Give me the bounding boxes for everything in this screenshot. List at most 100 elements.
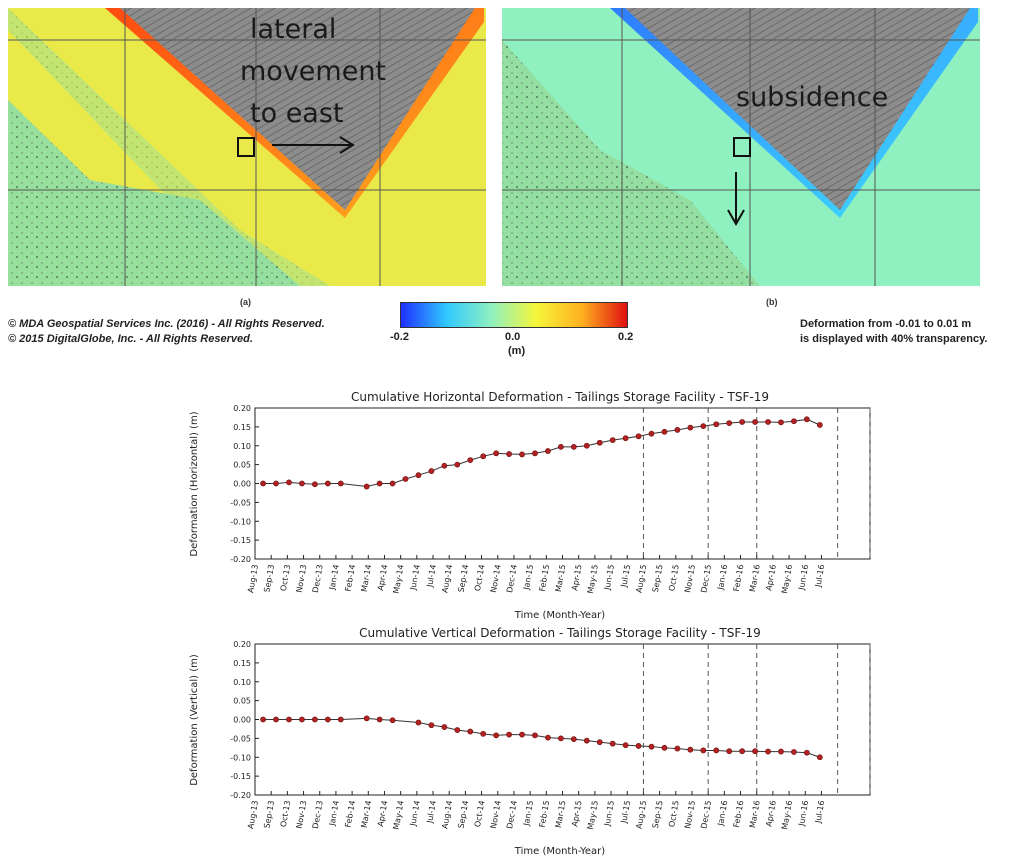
x-tick-label: Feb-16	[732, 564, 746, 592]
data-point	[622, 435, 629, 442]
x-tick-label: Dec-14	[505, 564, 519, 594]
x-tick-label: Oct-13	[279, 564, 293, 592]
data-point	[273, 716, 279, 723]
x-tick-label: Jul-14	[425, 564, 438, 589]
colorbar	[400, 302, 628, 328]
data-point	[376, 716, 383, 723]
map-b-annotation: subsidence	[736, 82, 888, 113]
x-tick-label: Nov-15	[683, 564, 697, 594]
data-point	[596, 439, 603, 446]
deformation-maps: lateral movement to east subsidence	[8, 8, 980, 286]
data-point	[726, 420, 733, 426]
data-point	[299, 716, 305, 723]
colorbar-unit-label: (m)	[508, 345, 526, 357]
x-tick-label: Oct-13	[279, 800, 293, 828]
transparency-note-line-2: is displayed with 40% transparency.	[800, 333, 988, 345]
vertical-deformation-chart: Cumulative Vertical Deformation - Tailin…	[189, 626, 871, 857]
plot-frame	[254, 643, 871, 796]
chart-title: Cumulative Horizontal Deformation - Tail…	[351, 390, 769, 404]
y-tick-label: 0.00	[233, 716, 251, 725]
colorbar-max-label: 0.2	[618, 331, 634, 343]
data-point	[415, 719, 422, 726]
y-tick-label: -0.15	[230, 536, 251, 545]
x-tick-label: Aug-15	[635, 800, 649, 830]
map-a-panel-label: (a)	[240, 297, 251, 307]
data-point	[363, 715, 370, 722]
x-tick-label: Apr-15	[570, 800, 583, 828]
y-tick-label: 0.10	[233, 678, 251, 687]
x-tick-label: Oct-15	[667, 800, 681, 828]
data-point	[441, 724, 448, 730]
y-tick-label: 0.20	[233, 640, 251, 649]
x-tick-label: Apr-16	[764, 564, 777, 592]
x-tick-label: Nov-13	[295, 564, 309, 594]
plot-area: 0.20 0.15 0.10 0.05 0.00 -0.05 -0.10 -0.15 -0.20…	[230, 404, 871, 595]
x-tick-label: Jan-14	[327, 800, 340, 828]
y-axis-label: Deformation (Vertical) (m)	[189, 654, 200, 786]
y-tick-label: 0.15	[233, 423, 251, 432]
data-point	[415, 472, 422, 479]
x-tick-label: Sep-15	[651, 564, 665, 593]
x-tick-label: Jun-15	[603, 564, 616, 592]
x-tick-label: May-15	[586, 800, 600, 831]
map-panel-b: subsidence	[502, 8, 980, 286]
data-point	[700, 747, 707, 754]
map-a-annotation-line3: to east	[250, 98, 344, 129]
x-tick-label: Jun-14	[408, 564, 421, 592]
data-point	[674, 426, 681, 433]
y-tick-label: 0.05	[233, 461, 251, 470]
data-point	[428, 468, 435, 474]
data-point	[816, 754, 823, 761]
y-tick-label: -0.10	[230, 517, 251, 526]
data-point	[700, 423, 707, 430]
data-point	[778, 748, 784, 755]
transparency-note-line-1: Deformation from -0.01 to 0.01 m	[800, 318, 972, 330]
x-tick-label: Jul-15	[619, 800, 632, 825]
data-point	[778, 419, 784, 426]
x-tick-label: Nov-15	[683, 800, 697, 830]
x-tick-label: Nov-14	[489, 800, 503, 830]
data-point	[324, 716, 331, 723]
x-tick-label: Feb-15	[538, 564, 552, 592]
x-tick-label: Mar-14	[360, 800, 374, 829]
x-tick-label: Sep-14	[457, 564, 471, 593]
y-tick-label: 0.20	[233, 404, 251, 413]
x-tick-label: May-16	[780, 800, 794, 831]
data-point	[726, 748, 733, 755]
horizontal-deformation-chart: Cumulative Horizontal Deformation - Tail…	[189, 390, 871, 621]
y-tick-label: -0.05	[230, 734, 251, 743]
data-point	[519, 451, 525, 458]
x-tick-label: Sep-15	[651, 800, 665, 829]
x-tick-label: May-14	[392, 564, 406, 595]
x-tick-label: Dec-13	[311, 564, 325, 594]
map-a-arrow-head	[339, 136, 355, 154]
data-point	[545, 448, 551, 454]
data-point	[661, 744, 668, 751]
x-tick-label: May-15	[586, 564, 600, 595]
data-point	[454, 727, 461, 733]
x-tick-label: Jun-15	[603, 800, 616, 828]
x-tick-label: May-14	[392, 800, 406, 831]
x-tick-label: Oct-14	[473, 800, 487, 828]
x-tick-label: Feb-14	[343, 800, 357, 828]
x-tick-label: Sep-13	[262, 564, 276, 593]
colorbar-min-label: -0.2	[390, 331, 409, 343]
data-point	[739, 419, 746, 425]
x-tick-label: Dec-13	[311, 800, 325, 830]
x-tick-label: Jul-16	[813, 800, 826, 825]
x-tick-label: Jun-14	[408, 800, 421, 828]
x-tick-label: Sep-14	[457, 800, 471, 829]
x-tick-label: Sep-13	[262, 800, 276, 829]
data-point	[661, 428, 668, 435]
data-point	[299, 480, 305, 487]
map-b-sample-box	[733, 137, 751, 157]
data-point	[791, 749, 797, 755]
data-point	[506, 731, 512, 738]
data-point	[622, 742, 629, 749]
x-tick-label: Apr-16	[764, 800, 777, 828]
x-tick-label: Jan-15	[522, 800, 535, 828]
data-point	[739, 748, 746, 755]
data-point	[557, 735, 564, 742]
data-point	[480, 730, 487, 737]
x-tick-label: Feb-14	[343, 564, 357, 592]
